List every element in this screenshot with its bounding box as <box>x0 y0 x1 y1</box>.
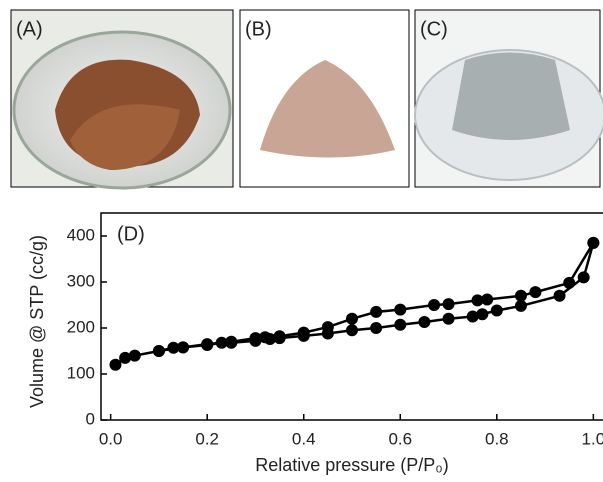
data-point <box>442 312 455 325</box>
x-tick-label: 0.6 <box>388 429 412 448</box>
x-tick-label: 0.2 <box>195 429 219 448</box>
plot-frame <box>100 212 603 421</box>
x-tick-label: 1.0 <box>582 429 603 448</box>
x-tick-label: 0.4 <box>292 429 316 448</box>
data-point <box>259 331 272 344</box>
data-point <box>476 308 489 321</box>
data-point <box>177 341 190 354</box>
x-axis-label: Relative pressure (P/P₀) <box>255 455 449 475</box>
panel-label: (C) <box>420 18 448 40</box>
data-point <box>481 293 494 306</box>
panel-label: (B) <box>245 18 272 40</box>
data-point <box>514 299 527 312</box>
photo-b <box>239 9 410 188</box>
y-tick-label: 0 <box>86 409 95 428</box>
data-point <box>273 330 286 343</box>
y-axis-label: Volume @ STP (cc/g) <box>27 235 47 408</box>
data-point <box>225 335 238 348</box>
data-point <box>428 299 441 311</box>
data-point <box>394 318 407 331</box>
data-point <box>119 351 132 364</box>
photo-a <box>10 9 234 190</box>
data-point <box>529 286 542 299</box>
panel-label: (A) <box>16 18 43 40</box>
data-point <box>587 236 600 249</box>
data-point <box>471 294 484 307</box>
data-point <box>297 326 310 339</box>
data-point <box>514 289 527 302</box>
data-point <box>563 276 576 289</box>
data-point <box>553 289 566 302</box>
data-point <box>321 321 334 334</box>
data-point <box>201 338 214 351</box>
panel-label: (D) <box>117 223 145 245</box>
x-tick-label: 0.8 <box>485 429 509 448</box>
data-point <box>370 305 383 318</box>
data-point <box>109 358 122 371</box>
data-point <box>346 312 358 325</box>
data-point <box>466 310 479 323</box>
data-point <box>490 304 503 317</box>
y-tick-label: 300 <box>67 271 95 290</box>
data-point <box>128 349 141 362</box>
data-point <box>346 324 358 337</box>
photo-c <box>414 9 603 188</box>
data-point <box>418 316 431 329</box>
y-tick-label: 200 <box>67 317 95 336</box>
data-point <box>577 271 590 284</box>
series-line <box>158 242 595 353</box>
y-tick-label: 100 <box>67 363 95 382</box>
data-point <box>370 322 383 334</box>
chart: 0 100 200 300 400 0.0 0.2 0.4 0.6 0.8 1.0 Relative … <box>27 212 603 475</box>
data-point <box>152 345 165 357</box>
y-tick-label: 400 <box>67 225 95 244</box>
data-point <box>394 303 407 316</box>
data-point <box>249 332 262 345</box>
x-tick-label: 0.0 <box>99 429 123 448</box>
data-point <box>442 298 455 311</box>
